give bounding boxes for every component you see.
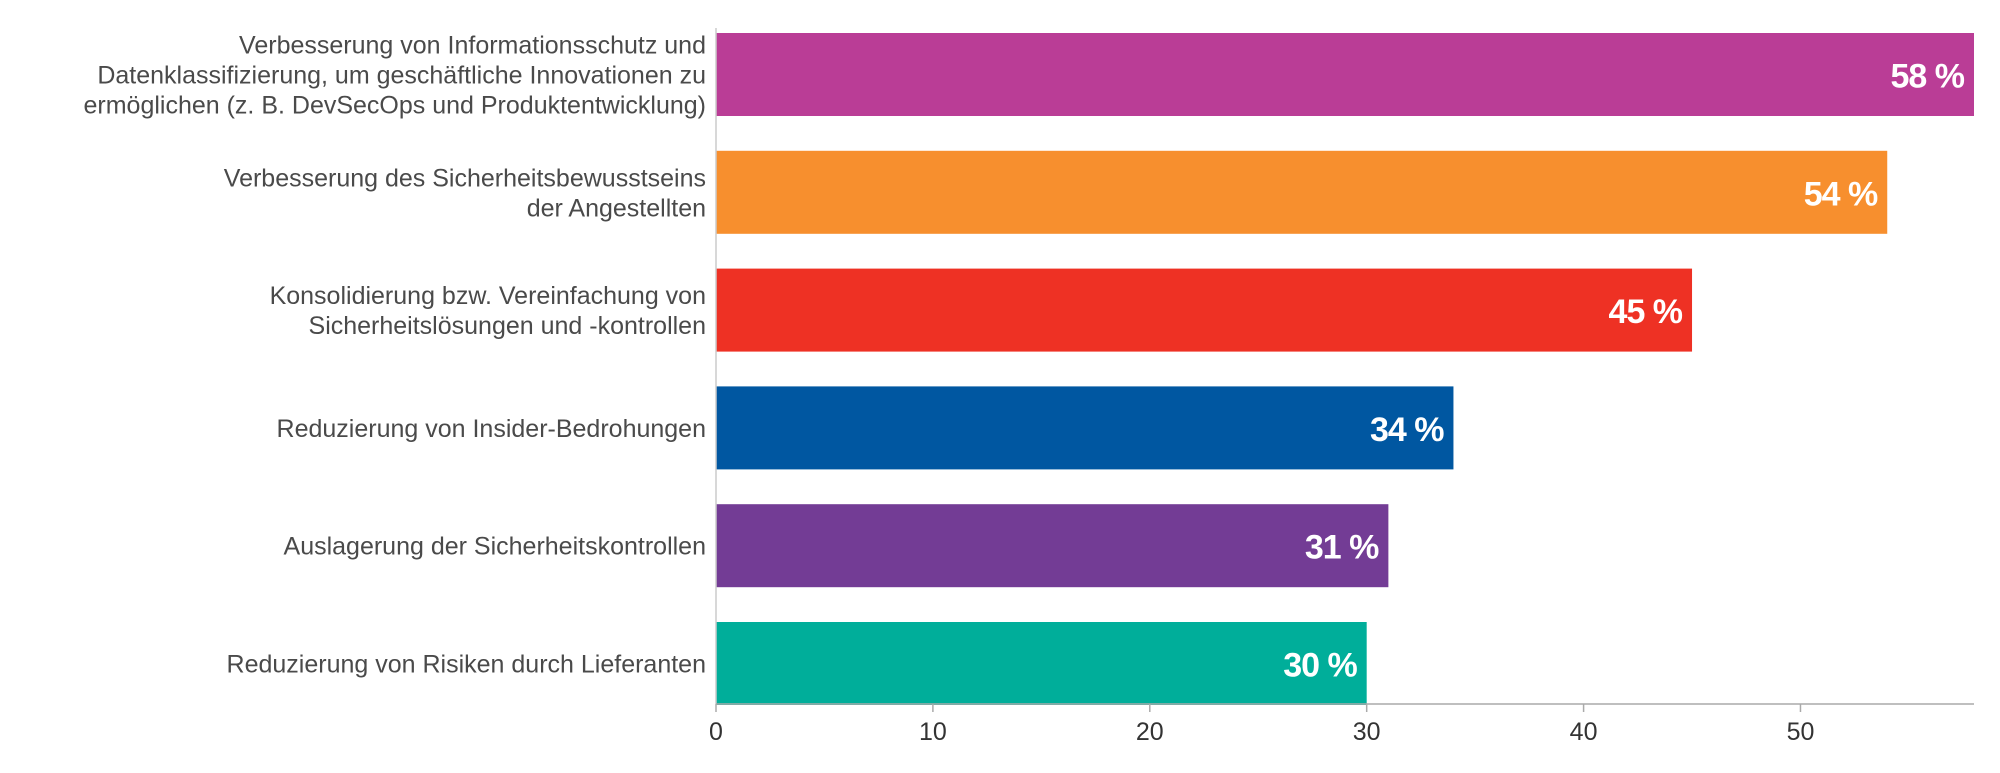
category-label-4: Reduzierung von Insider-Bedrohungen — [277, 415, 706, 443]
data-label-5: 31 % — [1305, 529, 1379, 567]
data-label-4: 34 % — [1370, 411, 1444, 449]
bar-4 — [716, 386, 1454, 470]
category-label-1: Verbesserung von Informationsschutz und D… — [83, 32, 706, 120]
bar-2 — [716, 150, 1888, 234]
x-tick-label-50: 50 — [1787, 718, 1815, 746]
data-label-1: 58 % — [1891, 58, 1965, 96]
x-tick-label-0: 0 — [709, 718, 723, 746]
bar-6 — [716, 622, 1367, 705]
x-tick-label-10: 10 — [919, 718, 947, 746]
x-tick-label-30: 30 — [1353, 718, 1381, 746]
bars-layer: 58 % 54 % 45 % 34 % 31 % 30 % — [716, 33, 1974, 705]
bar-1 — [716, 33, 1974, 116]
data-label-2: 54 % — [1804, 175, 1878, 213]
x-axis: 0 10 20 30 40 50 — [709, 28, 1974, 746]
category-label-6: Reduzierung von Risiken durch Lieferante… — [227, 651, 706, 679]
category-label-2: Verbesserung des Sicherheitsbewusstseins… — [224, 164, 706, 222]
bar-3 — [716, 268, 1693, 352]
data-label-3: 45 % — [1609, 293, 1683, 331]
x-tick-label-40: 40 — [1570, 718, 1598, 746]
data-label-6: 30 % — [1283, 647, 1357, 685]
x-tick-label-20: 20 — [1136, 718, 1164, 746]
bar-5 — [716, 504, 1389, 588]
category-label-5: Auslagerung der Sicherheitskontrollen — [284, 533, 706, 561]
category-label-3: Konsolidierung bzw. Vereinfachung von Sic… — [270, 282, 706, 340]
category-labels-layer: Verbesserung von Informationsschutz und D… — [83, 32, 706, 679]
